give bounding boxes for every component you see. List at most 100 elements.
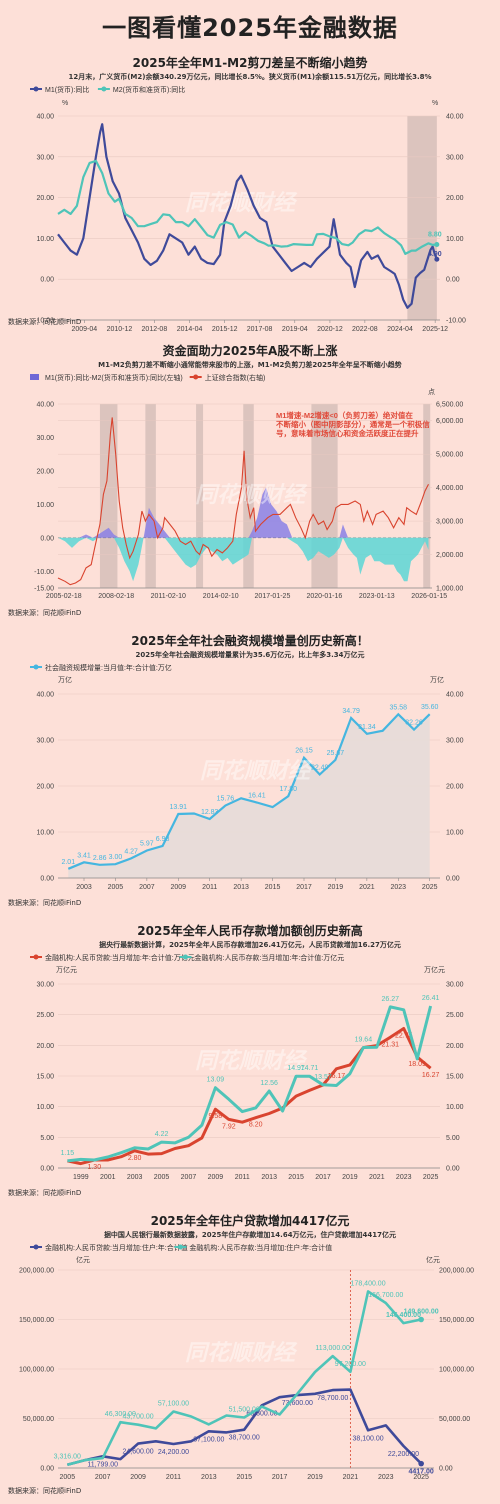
y-tick-label: 30.00 [36, 154, 54, 161]
end-point [434, 242, 440, 248]
y-tick-label: 0.00 [446, 277, 460, 284]
y-tick-label: 50,000.00 [439, 1416, 470, 1423]
x-tick-label: 2011 [202, 884, 217, 891]
x-tick-label: 2025 [413, 1474, 429, 1481]
y-tick-label: 40.00 [36, 114, 54, 121]
data-label: 22.75 [395, 1032, 413, 1039]
annotation: M1增速-M2增速<0（负剪刀差）绝对值在 [276, 410, 413, 420]
y-unit-right: 万亿元 [424, 965, 445, 974]
data-label: 4.27 [124, 848, 138, 855]
x-tick-label: 2007 [95, 1474, 111, 1481]
data-label: 38,700.00 [229, 1435, 260, 1442]
x-tick-label: 2013 [233, 884, 249, 891]
x-tick-label: 2025 [423, 1174, 439, 1181]
y-tick-label: 15.00 [446, 1074, 464, 1081]
y-tick-label: 100,000.00 [439, 1367, 474, 1374]
x-tick-label: 2015 [236, 1474, 252, 1481]
x-tick-label: 2017-08 [247, 326, 273, 332]
annotation: 不断缩小（图中阴影部分），通常是一个积极信 [276, 419, 430, 429]
y-tick-label: 2,000.00 [436, 552, 463, 559]
x-tick-label: 2001 [100, 1174, 116, 1181]
y-tick-label: 30.00 [36, 982, 54, 989]
x-tick-label: 2020-01-16 [306, 593, 342, 600]
data-label: 3.00 [109, 854, 123, 861]
end-point [418, 1460, 424, 1467]
shaded-region [311, 404, 338, 588]
x-tick-label: 2017 [272, 1474, 288, 1481]
x-tick-label: 2024-04 [387, 326, 413, 332]
x-tick-label: 2015 [288, 1174, 304, 1181]
data-label: 4417.00 [408, 1469, 433, 1476]
x-tick-label: 2022-08 [352, 326, 378, 332]
y-tick-label: 10.00 [446, 236, 464, 243]
chart-subtitle: 2025年全年社会融资规模增量累计为35.6万亿元，比上年多3.34万亿元 [135, 651, 365, 659]
data-label: 4.22 [155, 1131, 169, 1138]
area-negative [58, 537, 429, 582]
series-line [57, 123, 438, 309]
data-label: 178,400.00 [351, 1280, 386, 1287]
y-tick-label: 5,000.00 [436, 452, 463, 459]
x-tick-label: 2021 [369, 1174, 385, 1181]
data-label: 9.58 [209, 1113, 223, 1120]
y-tick-label: 40.00 [36, 692, 54, 699]
panel-m1m2: 2025年全年M1-M2剪刀差呈不断缩小趋势 12月末，广义货币(M2)余额34… [0, 52, 500, 332]
shaded-region [196, 404, 204, 588]
y-tick-label: 25.00 [36, 1012, 54, 1019]
x-tick-label: 2025 [422, 884, 438, 891]
data-label: 78,700.00 [317, 1395, 348, 1402]
y-tick-label: 0.00 [40, 876, 54, 883]
x-tick-label: 2013 [201, 1474, 217, 1481]
y-tick-label: 10.00 [36, 830, 54, 837]
y-tick-label: -10.00 [446, 318, 466, 325]
data-label: 15.76 [217, 796, 235, 803]
y-tick-label: 5.00 [446, 1135, 460, 1142]
x-tick-label: 2023-01-13 [359, 593, 395, 600]
y-tick-label: 25.00 [446, 1012, 464, 1019]
x-tick-label: 2009-04 [71, 326, 97, 332]
x-tick-label: 2017-01-25 [255, 593, 291, 600]
series-line [66, 1290, 422, 1466]
x-tick-label: 2023 [378, 1474, 394, 1481]
end-point [418, 1316, 424, 1323]
data-source: 数据来源：同花顺iFinD [8, 318, 82, 326]
legend-label: 金融机构:人民币存款:当月增加:年:合计值:万亿元 [195, 953, 345, 962]
data-label: 21.31 [381, 1041, 399, 1048]
chart-title: 2025年全年人民币存款增加额创历史新高 [137, 924, 363, 938]
y-tick-label: 0.00 [40, 535, 54, 542]
x-tick-label: 2023 [396, 1174, 412, 1181]
main-title: 一图看懂2025年金融数据 [102, 14, 398, 42]
legend-label: 上证综合指数(右轴) [205, 373, 266, 382]
y-unit-left: 万亿 [58, 675, 72, 684]
x-tick-label: 2007 [139, 884, 155, 891]
legend-swatch [101, 86, 107, 92]
x-tick-label: 2017 [296, 884, 312, 891]
data-label: 1.30 [87, 1164, 101, 1171]
x-tick-label: 2012-08 [142, 326, 168, 332]
x-tick-label: 2005 [154, 1174, 170, 1181]
data-label: 13.57 [314, 1074, 332, 1081]
data-label: 46,300.00 [105, 1411, 136, 1418]
chart-m1m2: M1(货币):同比 M2(货币和准货币):同比% % 40.00 40.00 30.00 3… [30, 85, 466, 332]
data-label: 43,700.00 [122, 1414, 153, 1421]
data-label: 24,200.00 [158, 1449, 189, 1456]
y-tick-label: 0.00 [40, 277, 54, 284]
data-label: 97,200.00 [335, 1361, 366, 1368]
data-label: 31.34 [358, 724, 376, 731]
panel-mortgage: 2025年全年住户贷款增加4417亿元 据中国人民银行最新数据披露，2025年住… [0, 1210, 500, 1500]
x-tick-label: 2007 [181, 1174, 197, 1181]
y-tick-label: 1,000.00 [436, 586, 463, 593]
shaded-region [243, 404, 254, 588]
y-tick-label: 6,000.00 [436, 418, 463, 425]
y-tick-label: 50,000.00 [23, 1416, 54, 1423]
data-label: 2.86 [93, 855, 107, 862]
data-label: 12.83 [201, 809, 219, 816]
data-label: 57,100.00 [158, 1400, 189, 1407]
y-tick-label: 6,500.00 [436, 402, 463, 409]
data-label: 18.09 [408, 1061, 426, 1068]
series-line [67, 712, 431, 870]
y-tick-label: -10.00 [34, 318, 54, 325]
x-tick-label: 2021 [343, 1474, 359, 1481]
chart-scissor: M1(货币):同比-M2(货币和准货币):同比(左轴) 上证综合指数(右轴) 点 40… [30, 373, 463, 600]
x-tick-label: 2013 [261, 1174, 277, 1181]
y-tick-label: 10.00 [36, 236, 54, 243]
